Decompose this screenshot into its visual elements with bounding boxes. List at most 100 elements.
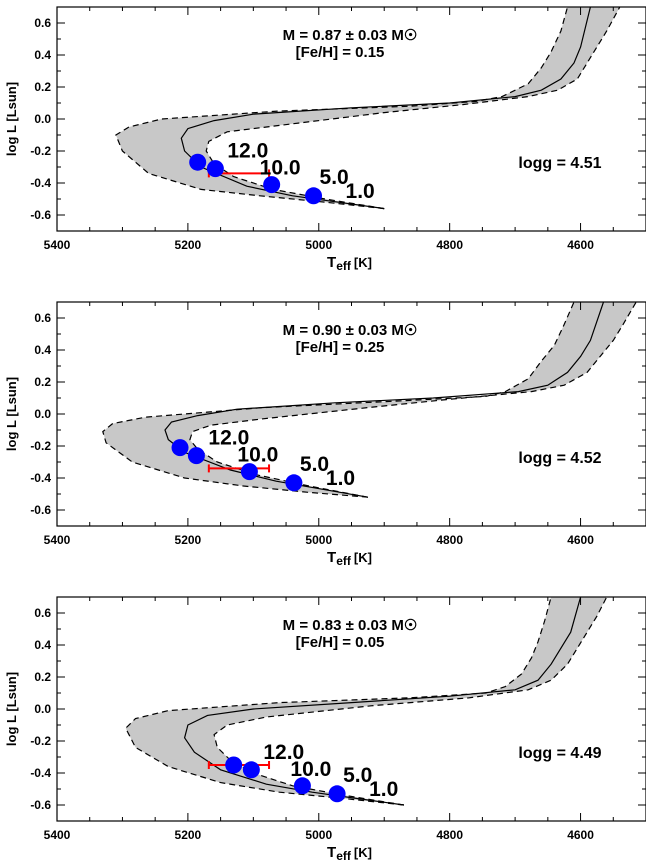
- age-point: [171, 439, 189, 457]
- age-point: [263, 176, 281, 194]
- x-axis-label-main: T: [327, 549, 336, 566]
- x-axis-label-main: T: [327, 844, 336, 861]
- y-tick-label: 0.6: [34, 311, 51, 325]
- x-tick-label: 5000: [305, 828, 332, 842]
- chart-panel-1: 12.010.0 5.01.0 5400 5200 5000 4800 4600 -0.6 -0…: [4, 6, 646, 273]
- x-axis-label: Teff [K]: [327, 549, 372, 568]
- x-axis-label: Teff [K]: [327, 254, 372, 273]
- x-axis-label-unit: [K]: [354, 550, 372, 565]
- y-tick-label: -0.6: [30, 503, 51, 517]
- x-tick-label: 4800: [436, 533, 463, 547]
- age-point: [189, 153, 207, 171]
- band-edge-lower: [124, 597, 552, 806]
- x-tick-label: 5400: [44, 533, 71, 547]
- x-tick-label: 5200: [175, 828, 202, 842]
- uncertainty-band: [102, 302, 637, 498]
- age-point: [240, 463, 258, 481]
- x-tick-label: 4600: [567, 828, 594, 842]
- y-tick-label: -0.4: [30, 766, 51, 780]
- y-axis-label: log L [Lsun]: [4, 377, 19, 451]
- y-tick-label: 0.0: [34, 702, 51, 716]
- logg-annotation: logg = 4.52: [518, 450, 601, 467]
- y-tick-label: -0.2: [30, 734, 51, 748]
- x-axis-label-sub: eff: [336, 849, 352, 863]
- y-axis-label: log L [Lsun]: [4, 672, 19, 746]
- x-tick-label: 5000: [305, 238, 332, 252]
- age-label: 10.0: [237, 444, 278, 467]
- y-tick-label: -0.6: [30, 798, 51, 812]
- x-axis-label-sub: eff: [336, 259, 352, 273]
- y-tick-label: -0.2: [30, 144, 51, 158]
- y-tick-label: 0.0: [34, 112, 51, 126]
- y-tick-label: 0.4: [34, 343, 51, 357]
- x-axis-label: Teff [K]: [327, 844, 372, 863]
- evolutionary-track-line: [180, 7, 591, 210]
- logg-annotation: logg = 4.49: [518, 745, 601, 762]
- y-tick-label: 0.6: [34, 606, 51, 620]
- age-label: 10.0: [290, 758, 331, 781]
- x-tick-label: 4800: [436, 238, 463, 252]
- metallicity-annotation: [Fe/H] = 0.15: [296, 44, 385, 61]
- age-point: [225, 756, 243, 774]
- y-tick-label: 0.4: [34, 48, 51, 62]
- x-tick-label: 4600: [567, 238, 594, 252]
- evolutionary-track-line: [164, 302, 605, 498]
- evolutionary-track-line: [183, 597, 582, 806]
- x-axis-label-main: T: [327, 254, 336, 271]
- mass-annotation: M = 0.90 ± 0.03 M☉: [283, 322, 418, 339]
- plot-area: [102, 302, 637, 498]
- x-tick-label: 5400: [44, 828, 71, 842]
- metallicity-annotation: [Fe/H] = 0.25: [296, 339, 385, 356]
- y-axis-label: log L [Lsun]: [4, 82, 19, 156]
- mass-annotation: M = 0.83 ± 0.03 M☉: [283, 617, 418, 634]
- age-label: 5.0: [300, 453, 329, 476]
- age-point: [328, 785, 346, 803]
- logg-annotation: logg = 4.51: [518, 155, 601, 172]
- band-edge-lower: [115, 7, 569, 210]
- x-axis-label-sub: eff: [336, 554, 352, 568]
- age-label: 12.0: [227, 140, 268, 163]
- x-tick-label: 5200: [175, 238, 202, 252]
- y-tick-label: -0.4: [30, 176, 51, 190]
- x-axis-label-unit: [K]: [354, 845, 372, 860]
- y-tick-label: 0.6: [34, 16, 51, 30]
- age-label: 5.0: [320, 166, 349, 189]
- x-tick-label: 5400: [44, 238, 71, 252]
- age-label: 1.0: [346, 180, 375, 203]
- age-label: 12.0: [208, 427, 249, 450]
- x-tick-label: 4600: [567, 533, 594, 547]
- y-tick-label: -0.2: [30, 439, 51, 453]
- x-tick-label: 5200: [175, 533, 202, 547]
- plot-area: [115, 7, 621, 210]
- y-tick-label: 0.2: [34, 80, 51, 94]
- age-point: [285, 474, 303, 492]
- metallicity-annotation: [Fe/H] = 0.05: [296, 634, 385, 651]
- uncertainty-band: [125, 597, 607, 805]
- age-label: 1.0: [369, 778, 398, 801]
- band-edge-upper: [189, 302, 637, 498]
- x-axis-label-unit: [K]: [354, 255, 372, 270]
- band-edge-lower: [102, 302, 575, 498]
- age-label: 12.0: [263, 741, 304, 764]
- age-point: [206, 160, 224, 178]
- age-label: 5.0: [343, 764, 372, 787]
- y-tick-label: 0.4: [34, 638, 51, 652]
- age-point: [293, 777, 311, 795]
- age-point: [242, 761, 260, 779]
- y-tick-label: -0.4: [30, 471, 51, 485]
- chart-panel-2: 12.010.0 5.01.0 5400 5200 5000 4800 4600 -0.6 -0…: [4, 301, 646, 568]
- band-edge-upper: [213, 597, 608, 806]
- y-tick-label: 0.0: [34, 407, 51, 421]
- band-edge-upper: [205, 7, 621, 210]
- uncertainty-band: [115, 7, 620, 209]
- plot-area: [124, 597, 608, 806]
- mass-annotation: M = 0.87 ± 0.03 M☉: [283, 27, 418, 44]
- age-label: 1.0: [326, 467, 355, 490]
- y-tick-label: 0.2: [34, 670, 51, 684]
- y-tick-label: -0.6: [30, 208, 51, 222]
- age-point: [187, 447, 205, 465]
- age-label: 10.0: [260, 157, 301, 180]
- y-tick-label: 0.2: [34, 375, 51, 389]
- x-tick-label: 4800: [436, 828, 463, 842]
